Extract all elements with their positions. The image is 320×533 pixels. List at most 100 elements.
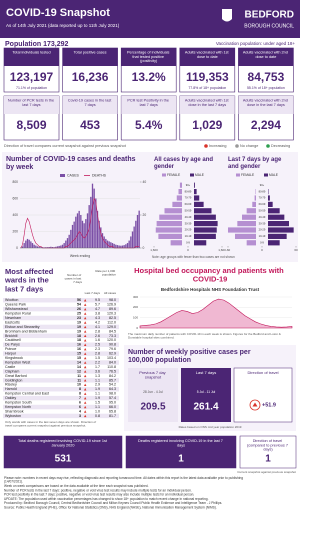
bar bbox=[30, 241, 32, 248]
bar bbox=[115, 244, 117, 248]
bar bbox=[242, 214, 256, 220]
footnote: Source: Public Health England (PHE), Off… bbox=[4, 505, 217, 509]
ward-rate: 1.9 bbox=[95, 396, 100, 400]
table-row bbox=[3, 342, 119, 347]
x-axis-label: Week ending bbox=[70, 254, 90, 258]
header-band bbox=[0, 0, 300, 38]
stat-note: 77.8% of 18+ population bbox=[188, 86, 226, 90]
ward-cases: 15 bbox=[77, 356, 81, 360]
ward-name: Newnham bbox=[5, 316, 21, 320]
ward-rate: 73.3 bbox=[109, 334, 116, 338]
deaths-box bbox=[239, 435, 297, 469]
ward-rate: 2.3 bbox=[95, 347, 100, 351]
age-label: 20-29 bbox=[185, 228, 192, 232]
ward-cases: 6 bbox=[79, 405, 81, 409]
ward-rate: 5.7 bbox=[95, 303, 100, 307]
age-label: 70-79 bbox=[259, 196, 266, 200]
bar bbox=[194, 182, 195, 188]
bar bbox=[268, 233, 287, 239]
ward-cases: 3 bbox=[79, 414, 81, 418]
ward-name: Kingsbrook bbox=[5, 356, 23, 360]
bar bbox=[268, 227, 294, 233]
ward-cases: 11 bbox=[77, 378, 81, 382]
ward-rate: 120.3 bbox=[107, 312, 116, 316]
bar bbox=[51, 247, 54, 248]
bar bbox=[194, 208, 212, 214]
ward-name: Kempston South bbox=[5, 401, 32, 405]
age-label: 0-9 bbox=[186, 240, 190, 244]
legend-swatch bbox=[264, 173, 268, 177]
bar bbox=[58, 245, 60, 248]
bar bbox=[194, 214, 216, 220]
stat-label: Adults vaccinated with 2nd dose to date bbox=[243, 51, 289, 59]
ward-rate: 2.2 bbox=[95, 360, 100, 364]
bar bbox=[176, 195, 182, 201]
rate-dates: 5 Jul - 11 Jul bbox=[197, 390, 216, 394]
ward-cases: 10 bbox=[77, 383, 81, 387]
bar bbox=[268, 221, 289, 227]
bar bbox=[86, 213, 89, 248]
bar bbox=[164, 208, 182, 214]
ward-name: Wyboston bbox=[5, 414, 21, 418]
direction-icon bbox=[84, 348, 87, 351]
bar bbox=[194, 240, 207, 246]
age-label: 80-89 bbox=[259, 189, 266, 193]
stat-value: 13.2% bbox=[132, 70, 166, 84]
ward-name: Cauldwell bbox=[5, 338, 21, 342]
ward-cases: 16 bbox=[77, 343, 81, 347]
footnote: UPDATE: The population used within vacci… bbox=[4, 497, 209, 501]
bar bbox=[237, 221, 256, 227]
x-tick-label: 60 bbox=[294, 248, 298, 252]
stat-value: 2,294 bbox=[251, 118, 281, 132]
bar bbox=[78, 210, 80, 248]
ward-name: Harrold bbox=[5, 387, 17, 391]
table-row bbox=[3, 387, 119, 392]
ward-rate: 126.9 bbox=[107, 303, 116, 307]
bar bbox=[254, 195, 256, 201]
bar bbox=[158, 233, 182, 239]
table-row bbox=[3, 315, 119, 321]
bar bbox=[108, 241, 110, 248]
ward-rate: 76.5 bbox=[109, 369, 116, 373]
stat-label: Adults vaccinated with 1st dose to date bbox=[185, 51, 230, 59]
rate-box bbox=[181, 368, 231, 422]
stat-value: 84,753 bbox=[248, 70, 285, 84]
legend-swatch bbox=[190, 173, 194, 177]
bar bbox=[46, 247, 49, 248]
direction-icon bbox=[84, 410, 87, 413]
legend-item: FEMALE bbox=[241, 173, 255, 177]
ward-rate: 1.1 bbox=[95, 392, 100, 396]
legend-swatch bbox=[60, 174, 65, 177]
ward-name: Clapham bbox=[5, 369, 19, 373]
column-header: Number of cases in last 7 days bbox=[65, 273, 83, 284]
ward-cases: 12 bbox=[77, 369, 81, 373]
age-label: 30-39 bbox=[259, 221, 266, 225]
footnote: PCR test positivity in the last 7 days: … bbox=[4, 492, 194, 496]
ward-rate: 84.0 bbox=[109, 360, 116, 364]
bar bbox=[63, 243, 65, 248]
bar bbox=[103, 236, 105, 248]
population-label: Population 173,292 bbox=[5, 41, 69, 48]
bar bbox=[268, 208, 280, 214]
age-label: 60-69 bbox=[259, 202, 266, 206]
section-title: Hospital bed occupancy and patients with… bbox=[134, 266, 286, 284]
ward-cases: 15 bbox=[77, 352, 81, 356]
bar bbox=[26, 238, 29, 248]
ward-rate: 1.5 bbox=[95, 356, 100, 360]
deaths-label: Total deaths registered involving COVID-… bbox=[18, 439, 108, 447]
table-row bbox=[3, 404, 119, 410]
stat-tile-header bbox=[179, 48, 235, 66]
bar bbox=[194, 233, 216, 239]
bar bbox=[156, 221, 182, 227]
x-tick-label: -60 bbox=[226, 248, 231, 252]
bar bbox=[66, 238, 69, 248]
y-tick-label: 600 bbox=[12, 196, 18, 200]
bar bbox=[50, 246, 52, 248]
rate-value: 261.4 bbox=[193, 402, 218, 413]
legend-swatch bbox=[204, 144, 208, 148]
ward-rate: 1.9 bbox=[95, 387, 100, 391]
table-row bbox=[3, 395, 119, 401]
x-tick-label: 0 bbox=[187, 248, 189, 252]
rate-label: Direction of travel bbox=[247, 370, 278, 375]
ward-cases: 18 bbox=[77, 334, 81, 338]
